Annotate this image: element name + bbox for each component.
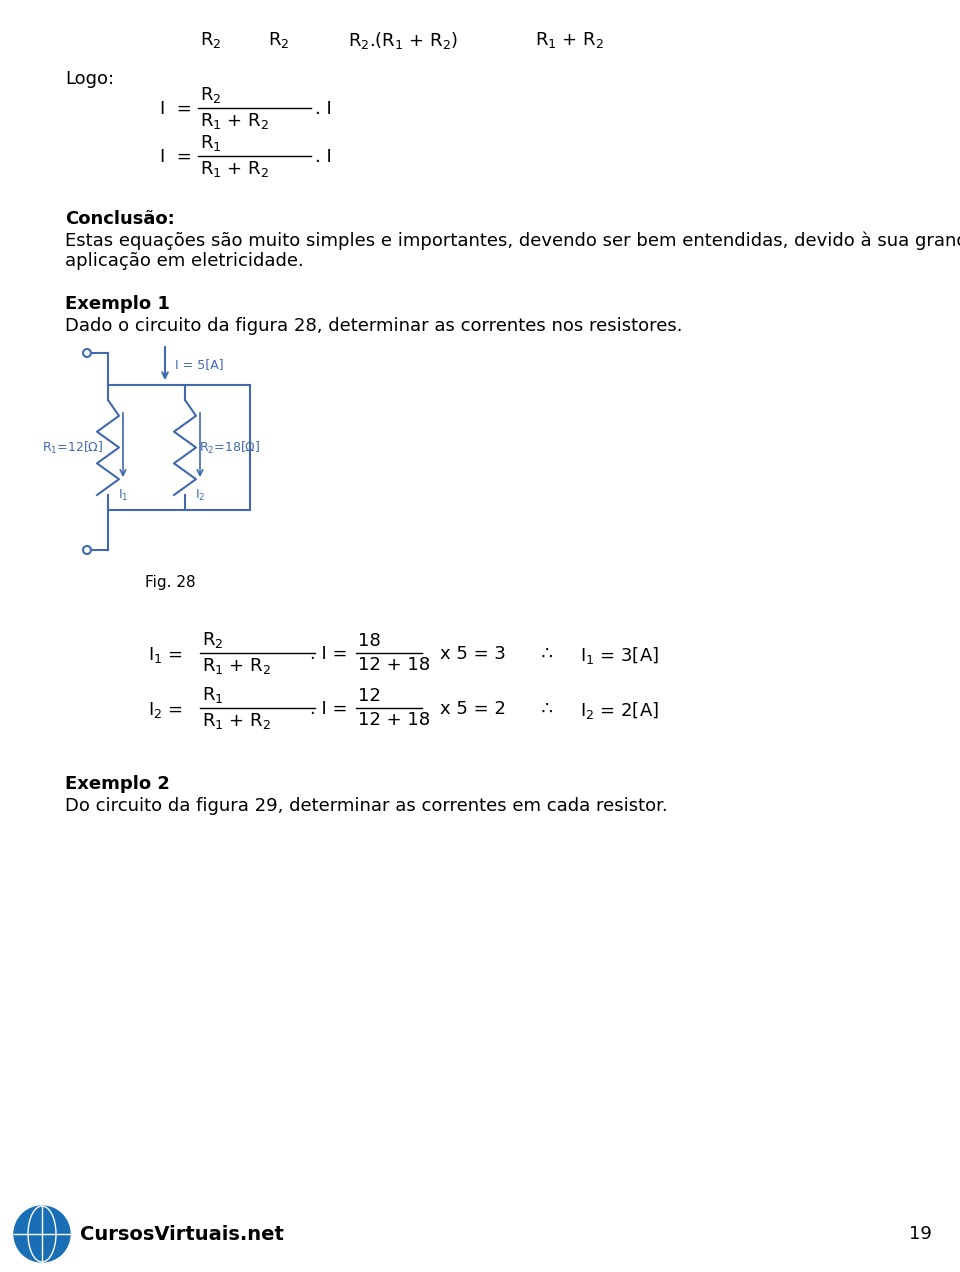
Text: ∴: ∴ [530, 645, 553, 663]
Text: Dado o circuito da figura 28, determinar as correntes nos resistores.: Dado o circuito da figura 28, determinar… [65, 317, 683, 335]
Text: R$_1$ + R$_2$: R$_1$ + R$_2$ [200, 159, 269, 179]
Text: Exemplo 2: Exemplo 2 [65, 775, 170, 792]
Text: I = 5[A]: I = 5[A] [175, 357, 224, 371]
Text: R$_1$ + R$_2$: R$_1$ + R$_2$ [200, 111, 269, 131]
Text: Do circuito da figura 29, determinar as correntes em cada resistor.: Do circuito da figura 29, determinar as … [65, 798, 668, 815]
Text: R$_1$ + R$_2$: R$_1$ + R$_2$ [202, 656, 271, 675]
Text: 18: 18 [358, 632, 381, 650]
Text: Estas equações são muito simples e importantes, devendo ser bem entendidas, devi: Estas equações são muito simples e impor… [65, 232, 960, 251]
Text: R$_1$: R$_1$ [202, 686, 224, 705]
Text: I$_2$ = 2[A]: I$_2$ = 2[A] [580, 700, 659, 721]
Text: aplicação em eletricidade.: aplicação em eletricidade. [65, 252, 303, 270]
Text: 12 + 18: 12 + 18 [358, 656, 430, 674]
Text: R$_1$ + R$_2$: R$_1$ + R$_2$ [202, 711, 271, 731]
Text: Logo:: Logo: [65, 70, 114, 88]
Text: R$_1$=12[Ω]: R$_1$=12[Ω] [41, 439, 103, 455]
Text: . I =: . I = [310, 700, 348, 717]
Text: R$_1$ + R$_2$: R$_1$ + R$_2$ [535, 31, 604, 50]
Text: R$_1$: R$_1$ [200, 134, 222, 153]
Text: x 5 = 2: x 5 = 2 [440, 700, 506, 717]
Text: R$_2$: R$_2$ [200, 31, 222, 50]
Text: R$_2$=18[Ω]: R$_2$=18[Ω] [199, 439, 260, 455]
Text: I$_2$: I$_2$ [195, 488, 205, 504]
Text: Exemplo 1: Exemplo 1 [65, 295, 170, 313]
Text: I$_1$ = 3[A]: I$_1$ = 3[A] [580, 645, 659, 667]
Text: I  =: I = [160, 100, 192, 118]
Text: R$_2$: R$_2$ [200, 85, 222, 106]
Text: 12 + 18: 12 + 18 [358, 711, 430, 729]
Text: R$_2$: R$_2$ [202, 630, 224, 650]
Text: R$_2$: R$_2$ [268, 31, 289, 50]
Circle shape [14, 1206, 70, 1262]
Text: . I: . I [315, 100, 331, 118]
Text: . I: . I [315, 148, 331, 167]
Text: 12: 12 [358, 687, 381, 705]
Text: I$_2$ =: I$_2$ = [148, 700, 182, 720]
Text: I$_1$: I$_1$ [118, 488, 129, 504]
Text: . I =: . I = [310, 645, 348, 663]
Text: x 5 = 3: x 5 = 3 [440, 645, 506, 663]
Text: CursosVirtuais.net: CursosVirtuais.net [80, 1225, 284, 1244]
Text: 19: 19 [908, 1225, 931, 1243]
Text: R$_2$.(R$_1$ + R$_2$): R$_2$.(R$_1$ + R$_2$) [348, 31, 458, 51]
Text: Conclusão:: Conclusão: [65, 210, 175, 228]
Text: I$_1$ =: I$_1$ = [148, 645, 182, 665]
Text: I  =: I = [160, 148, 192, 167]
Text: ∴: ∴ [530, 700, 553, 717]
Text: Fig. 28: Fig. 28 [145, 575, 196, 590]
